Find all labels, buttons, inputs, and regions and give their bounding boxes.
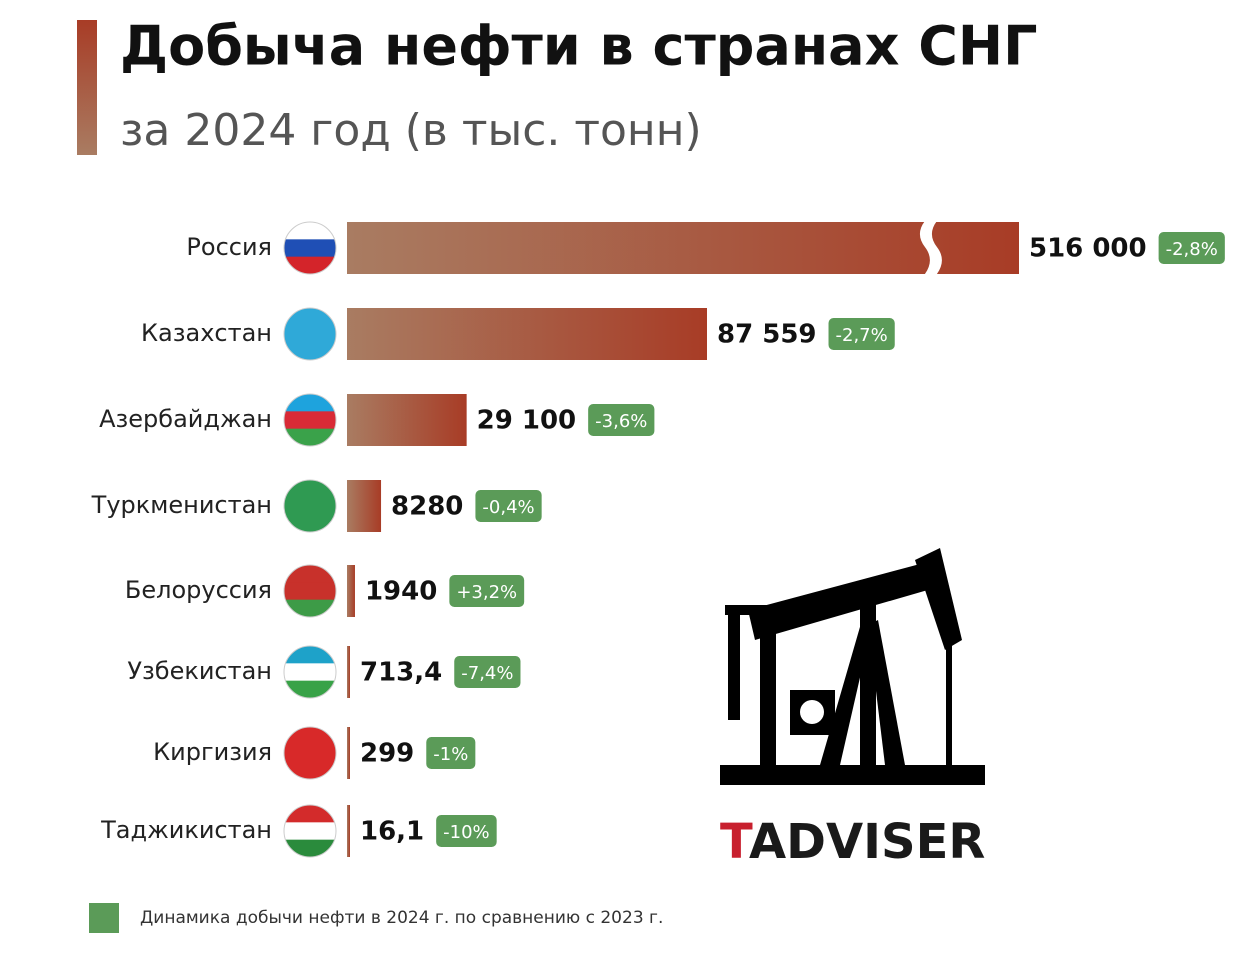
change-badge bbox=[475, 490, 542, 522]
flag-stripe bbox=[284, 839, 336, 857]
category-label: Киргизия bbox=[153, 738, 272, 766]
category-label: Россия bbox=[186, 233, 272, 261]
flag-stripe bbox=[284, 222, 336, 240]
flag-stripe bbox=[284, 663, 336, 682]
flag-stripe bbox=[284, 822, 336, 841]
change-label: +3,2% bbox=[456, 582, 517, 603]
flag bbox=[283, 645, 337, 699]
flag-body bbox=[284, 646, 336, 698]
category-label: Таджикистан bbox=[100, 816, 272, 844]
flag-body bbox=[284, 222, 336, 274]
flag-body bbox=[284, 727, 336, 779]
flag-stripe bbox=[284, 239, 336, 258]
bar-break bbox=[919, 221, 942, 274]
bar bbox=[347, 480, 382, 532]
chart-subtitle: за 2024 год (в тыс. тонн) bbox=[120, 105, 702, 156]
change-label: -10% bbox=[443, 822, 490, 843]
flag bbox=[283, 564, 337, 618]
flag bbox=[283, 726, 337, 780]
legend-label: Динамика добычи нефти в 2024 г. по сравн… bbox=[140, 908, 663, 928]
flag bbox=[283, 479, 337, 533]
bar bbox=[347, 727, 350, 779]
flag-body bbox=[284, 480, 336, 532]
change-badge bbox=[1158, 232, 1225, 264]
flag-rim bbox=[283, 645, 337, 699]
legend-swatch bbox=[89, 903, 119, 933]
value-label: 713,4 bbox=[360, 658, 442, 688]
flag-rim bbox=[283, 393, 337, 447]
logo-first: T bbox=[720, 814, 753, 870]
change-badge bbox=[828, 318, 895, 350]
bar bbox=[347, 222, 1019, 274]
flag-stripe bbox=[284, 480, 336, 532]
change-label: -2,7% bbox=[836, 325, 888, 346]
change-label: -0,4% bbox=[482, 497, 534, 518]
bar bbox=[347, 805, 350, 857]
flag-body bbox=[284, 394, 336, 446]
flag-stripe bbox=[284, 805, 336, 823]
flag-body bbox=[284, 565, 336, 617]
value-label: 8280 bbox=[391, 492, 463, 522]
flag-rim bbox=[283, 307, 337, 361]
flag-stripe bbox=[284, 565, 336, 583]
category-label: Узбекистан bbox=[127, 657, 272, 685]
flag-stripe bbox=[284, 727, 336, 779]
flag-rim bbox=[283, 564, 337, 618]
oil-pump-icon bbox=[720, 548, 985, 785]
logo: TADVISER bbox=[720, 814, 985, 870]
value-label: 29 100 bbox=[477, 406, 577, 436]
change-label: -2,8% bbox=[1166, 239, 1218, 260]
change-badge bbox=[588, 404, 655, 436]
category-label: Азербайджан bbox=[99, 405, 272, 433]
flag-stripe bbox=[284, 599, 336, 617]
change-label: -7,4% bbox=[461, 663, 513, 684]
chart-title: Добыча нефти в странах СНГ bbox=[120, 15, 1037, 78]
title-accent bbox=[77, 20, 97, 155]
flag-stripe bbox=[284, 394, 336, 412]
change-label: -1% bbox=[433, 744, 468, 765]
flag bbox=[283, 221, 337, 275]
flag bbox=[283, 393, 337, 447]
value-label: 516 000 bbox=[1029, 234, 1147, 264]
bar bbox=[347, 394, 467, 446]
flag-stripe bbox=[284, 256, 336, 274]
change-label: -3,6% bbox=[595, 411, 647, 432]
bar bbox=[347, 565, 355, 617]
flag-stripe bbox=[284, 582, 336, 601]
flag-rim bbox=[283, 804, 337, 858]
category-label: Туркменистан bbox=[91, 491, 272, 519]
flag-rim bbox=[283, 726, 337, 780]
flag-stripe bbox=[284, 646, 336, 664]
flag-stripe bbox=[284, 428, 336, 446]
flag-stripe bbox=[284, 411, 336, 430]
bar bbox=[347, 308, 707, 360]
value-label: 87 559 bbox=[717, 320, 817, 350]
value-label: 1940 bbox=[365, 577, 437, 607]
value-label: 16,1 bbox=[360, 817, 424, 847]
bar bbox=[347, 646, 350, 698]
change-badge bbox=[436, 815, 497, 847]
flag bbox=[283, 307, 337, 361]
category-label: Белоруссия bbox=[125, 576, 272, 604]
rows: Россия 516 000 -2,8% Казахстан 87 559 -2,7% Аз… bbox=[91, 221, 1225, 858]
flag-stripe bbox=[284, 308, 336, 360]
flag-body bbox=[284, 805, 336, 857]
category-label: Казахстан bbox=[141, 319, 272, 347]
flag bbox=[283, 804, 337, 858]
flag-rim bbox=[283, 479, 337, 533]
logo-rest: ADVISER bbox=[749, 814, 985, 870]
flag-rim bbox=[283, 221, 337, 275]
change-badge bbox=[449, 575, 525, 607]
value-label: 299 bbox=[360, 739, 414, 769]
flag-stripe bbox=[284, 680, 336, 698]
flag-body bbox=[284, 308, 336, 360]
change-badge bbox=[454, 656, 521, 688]
change-badge bbox=[426, 737, 476, 769]
